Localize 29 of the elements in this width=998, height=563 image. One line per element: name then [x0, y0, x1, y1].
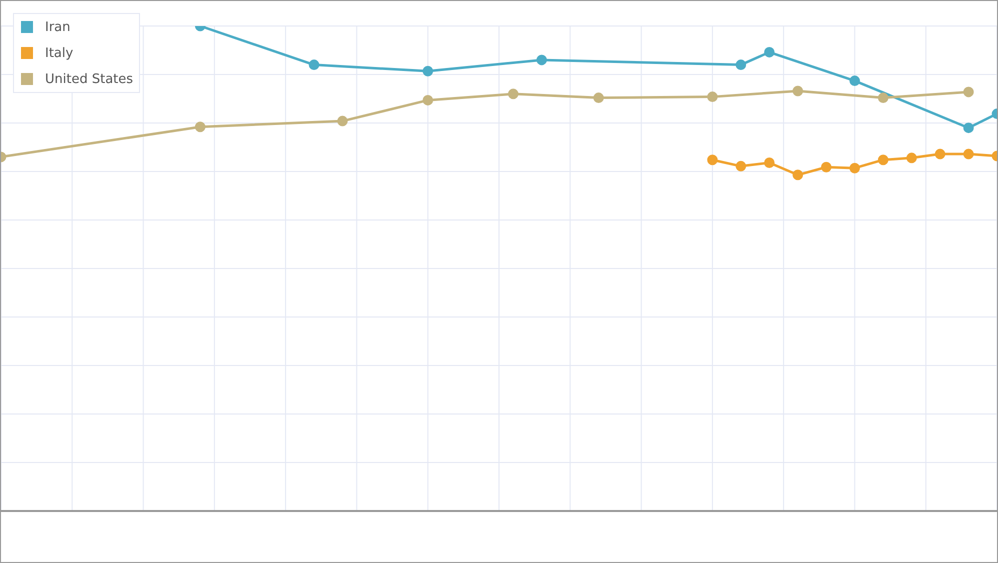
- point: [849, 162, 860, 174]
- legend-label: United States: [45, 72, 134, 86]
- point: [792, 86, 804, 96]
- point: [963, 148, 974, 160]
- point: [878, 154, 888, 166]
- point: [736, 60, 746, 70]
- point: [422, 94, 434, 106]
- point: [878, 92, 888, 104]
- point: [508, 88, 518, 100]
- point: [707, 92, 718, 102]
- point: [792, 170, 804, 180]
- point: [963, 86, 974, 98]
- point: [308, 60, 320, 70]
- point: [849, 76, 860, 86]
- point: [194, 122, 206, 132]
- point: [337, 116, 348, 126]
- legend-label: Iran: [45, 20, 70, 34]
- point: [821, 162, 832, 172]
- point: [707, 154, 718, 166]
- point: [906, 152, 917, 164]
- point: [963, 122, 974, 134]
- point: [736, 160, 746, 172]
- point: [536, 54, 547, 66]
- point: [593, 92, 604, 104]
- point: [764, 46, 775, 58]
- legend-label: Italy: [45, 46, 74, 60]
- point: [764, 158, 775, 168]
- point: [422, 66, 434, 76]
- point: [934, 148, 946, 160]
